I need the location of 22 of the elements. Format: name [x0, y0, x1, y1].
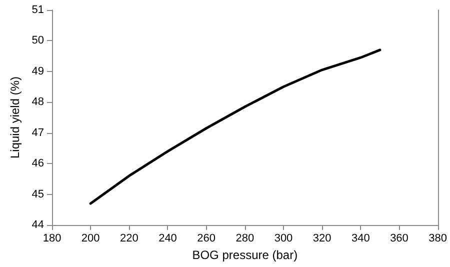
y-tick-label: 47	[32, 126, 44, 139]
x-axis-title: BOG pressure (bar)	[192, 248, 298, 262]
y-tick-label: 44	[32, 219, 44, 231]
x-tick-label: 380	[428, 232, 448, 244]
x-tick-label: 280	[236, 232, 254, 244]
x-tick-label: 240	[158, 232, 177, 244]
y-tick-label: 45	[32, 188, 44, 200]
x-tick-label: 320	[312, 232, 332, 244]
y-tick-label: 46	[32, 158, 44, 170]
y-tick-label: 48	[32, 96, 44, 108]
y-tick-label: 51	[32, 4, 44, 16]
y-axis-title: Liquid yield (%)	[8, 76, 22, 159]
x-tick-label: 220	[120, 232, 138, 244]
x-tick-label: 200	[81, 232, 100, 244]
x-tick-label: 180	[42, 232, 62, 244]
x-tick-label: 260	[197, 232, 216, 244]
y-tick-label: 49	[32, 65, 44, 78]
x-tick-label: 360	[390, 232, 408, 244]
x-tick-label: 300	[274, 232, 293, 244]
y-tick-label: 50	[32, 34, 44, 47]
x-tick-label: 340	[351, 232, 370, 244]
line-series	[89, 48, 382, 205]
